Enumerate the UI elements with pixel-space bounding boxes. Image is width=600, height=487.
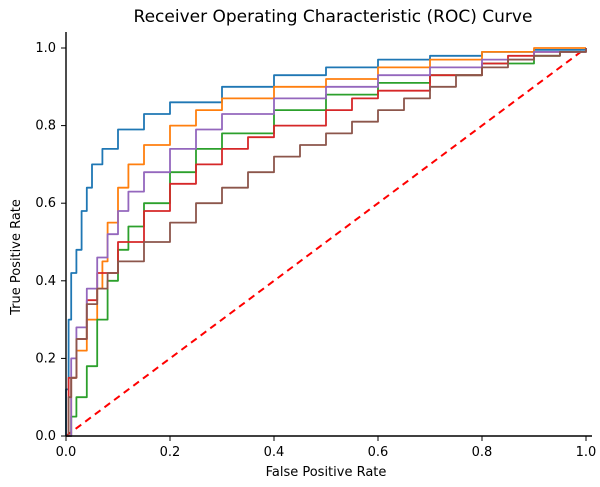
- x-tick-label: 1.0: [576, 445, 597, 460]
- y-tick-label: 0.6: [35, 196, 56, 211]
- y-tick-label: 0.4: [35, 274, 56, 289]
- plot-area: [65, 47, 587, 437]
- roc-series-1: [65, 48, 587, 436]
- chance-reference-line: [65, 47, 587, 437]
- x-tick-label: 0.6: [368, 445, 389, 460]
- roc-series-2: [66, 47, 586, 437]
- y-tick-label: 1.0: [35, 41, 56, 56]
- y-axis-label: True Positive Rate: [9, 199, 24, 316]
- x-tick-label: 0.4: [264, 445, 285, 460]
- y-tick-label: 0.8: [35, 119, 56, 134]
- roc-series-6: [66, 48, 587, 437]
- y-tick-label: 0.2: [35, 351, 56, 366]
- x-axis-label: False Positive Rate: [266, 465, 387, 480]
- x-tick-label: 0.2: [160, 445, 181, 460]
- chart-title: Receiver Operating Characteristic (ROC) …: [134, 7, 533, 27]
- y-axis-ticks: 0.0 0.2 0.4 0.6 0.8 1.0: [35, 41, 66, 444]
- y-tick-label: 0.0: [35, 429, 56, 444]
- x-tick-label: 0.0: [56, 445, 77, 460]
- x-axis-ticks: 0.0 0.2 0.4 0.6 0.8 1.0: [56, 436, 597, 460]
- x-tick-label: 0.8: [472, 445, 493, 460]
- roc-series-5: [66, 48, 587, 437]
